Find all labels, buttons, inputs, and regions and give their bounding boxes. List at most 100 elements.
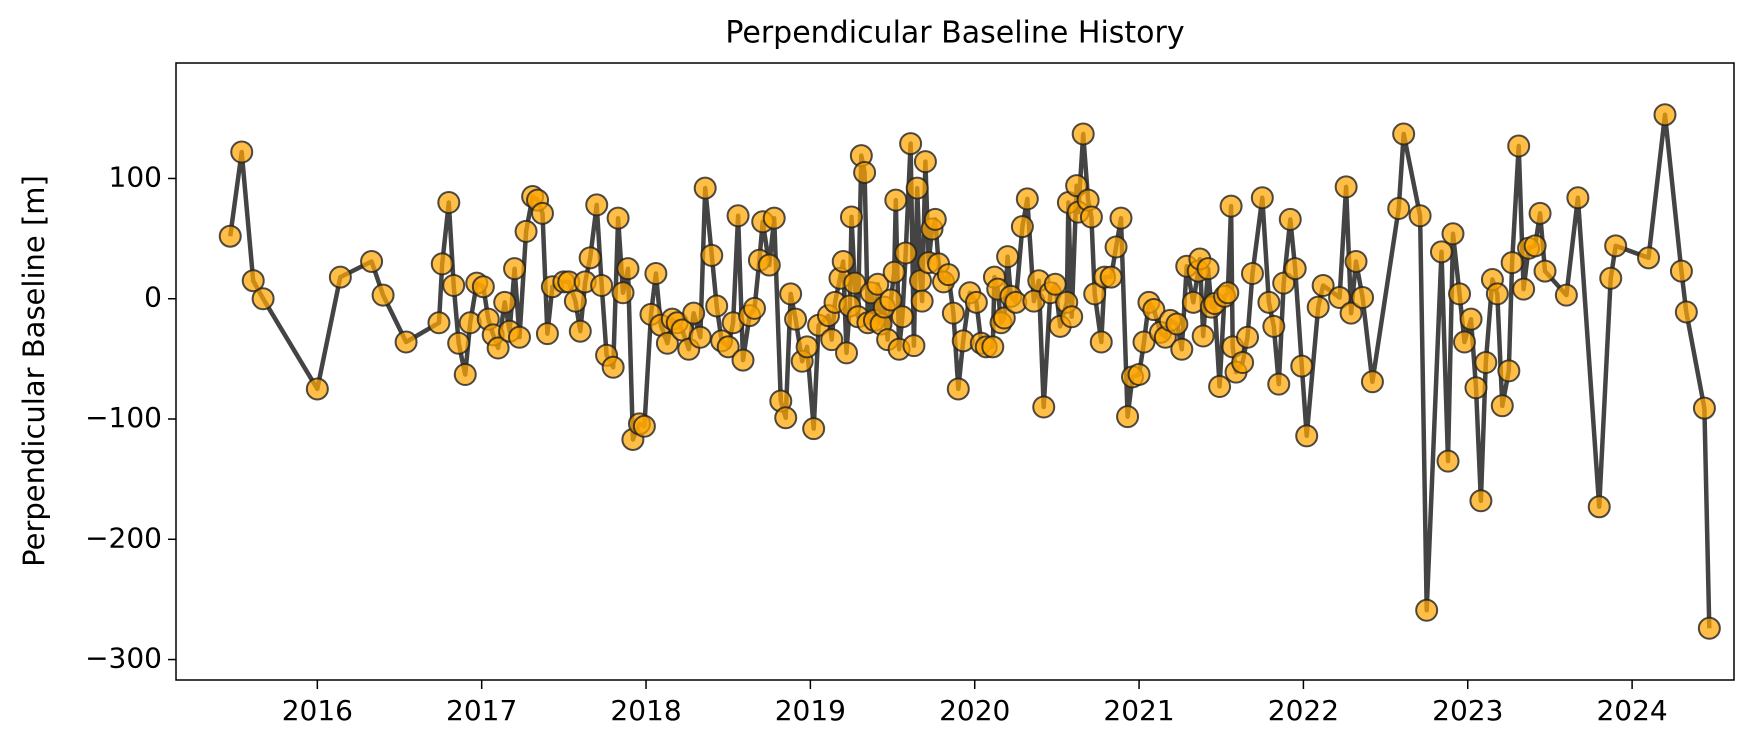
data-point — [1079, 205, 1103, 229]
data-point — [1408, 204, 1432, 228]
chart-title: Perpendicular Baseline History — [725, 16, 1184, 51]
data-point — [1448, 282, 1472, 306]
data-point — [437, 191, 461, 215]
x-tick-label: 2016 — [282, 694, 353, 727]
data-point — [936, 263, 960, 287]
data-point — [1032, 395, 1056, 419]
data-point — [726, 204, 750, 228]
data-point — [1216, 281, 1240, 305]
data-point — [632, 414, 656, 438]
data-point — [1637, 246, 1661, 270]
data-point — [655, 331, 679, 355]
data-point — [1142, 298, 1166, 322]
x-tick-label: 2017 — [446, 694, 517, 727]
data-point — [853, 160, 877, 184]
data-point — [453, 363, 477, 387]
y-tick-label: 0 — [144, 281, 162, 314]
data-point — [1692, 396, 1716, 420]
data-point — [1060, 305, 1084, 329]
data-point — [1604, 234, 1628, 258]
data-point — [1010, 215, 1034, 239]
data-point — [1669, 259, 1693, 283]
data-point — [1208, 375, 1232, 399]
data-point — [757, 253, 781, 277]
data-point — [1587, 495, 1611, 519]
data-point — [1653, 103, 1677, 127]
data-point — [563, 289, 587, 313]
data-point — [442, 274, 466, 298]
data-point — [471, 275, 495, 299]
data-point — [1344, 249, 1368, 273]
data-point — [616, 257, 640, 281]
data-point — [606, 206, 630, 230]
data-point — [1109, 206, 1133, 230]
data-point — [981, 335, 1005, 359]
data-point — [1250, 186, 1274, 210]
data-point — [1566, 186, 1590, 210]
data-point — [835, 341, 859, 365]
data-point — [430, 252, 454, 276]
data-point — [923, 207, 947, 231]
data-point — [530, 201, 554, 225]
data-point — [1674, 300, 1698, 324]
data-point — [1089, 330, 1113, 354]
data-point — [1257, 290, 1281, 314]
data-point — [568, 319, 592, 343]
data-point — [394, 330, 418, 354]
data-point — [1507, 134, 1531, 158]
data-point — [1043, 272, 1067, 296]
data-point — [731, 348, 755, 372]
data-point — [611, 281, 635, 305]
data-point — [1170, 337, 1194, 361]
data-point — [1392, 122, 1416, 146]
data-point — [1219, 194, 1243, 218]
data-point — [1533, 259, 1557, 283]
data-point — [831, 249, 855, 273]
data-point — [1071, 122, 1095, 146]
data-point — [941, 301, 965, 325]
data-point — [762, 206, 786, 230]
data-point — [1328, 286, 1352, 310]
data-point — [866, 272, 890, 296]
data-point — [1127, 363, 1151, 387]
data-point — [1262, 314, 1286, 338]
data-point — [946, 377, 970, 401]
data-point — [578, 246, 602, 270]
data-point — [884, 188, 908, 212]
data-point — [839, 205, 863, 229]
data-point — [1387, 197, 1411, 221]
data-point — [996, 245, 1020, 269]
data-point — [328, 265, 352, 289]
data-point — [802, 417, 826, 441]
data-point — [507, 325, 531, 349]
data-point — [1231, 350, 1255, 374]
data-point — [784, 307, 808, 331]
data-point — [1485, 282, 1509, 306]
data-point — [1339, 301, 1363, 325]
plot-frame — [175, 62, 1735, 681]
x-tick-label: 2023 — [1432, 694, 1503, 727]
data-point — [905, 176, 929, 200]
data-point — [1351, 286, 1375, 310]
data-point — [1104, 235, 1128, 259]
data-point — [820, 328, 844, 352]
data-point — [1283, 257, 1307, 281]
data-point — [590, 274, 614, 298]
data-point — [371, 283, 395, 307]
data-point — [1497, 359, 1521, 383]
y-tick-label: −300 — [85, 642, 162, 675]
x-tick-label: 2022 — [1268, 694, 1339, 727]
data-point — [644, 261, 668, 285]
data-point — [535, 322, 559, 346]
data-point — [890, 305, 914, 329]
data-point — [742, 296, 766, 320]
x-tick-label: 2020 — [939, 694, 1010, 727]
data-point — [1015, 187, 1039, 211]
data-point — [1116, 405, 1140, 429]
data-point — [1500, 251, 1524, 275]
data-point — [779, 282, 803, 306]
data-point — [716, 335, 740, 359]
y-tick-label: −200 — [85, 521, 162, 554]
data-point — [879, 288, 903, 312]
y-axis-label: Perpendicular Baseline [m] — [17, 175, 51, 567]
